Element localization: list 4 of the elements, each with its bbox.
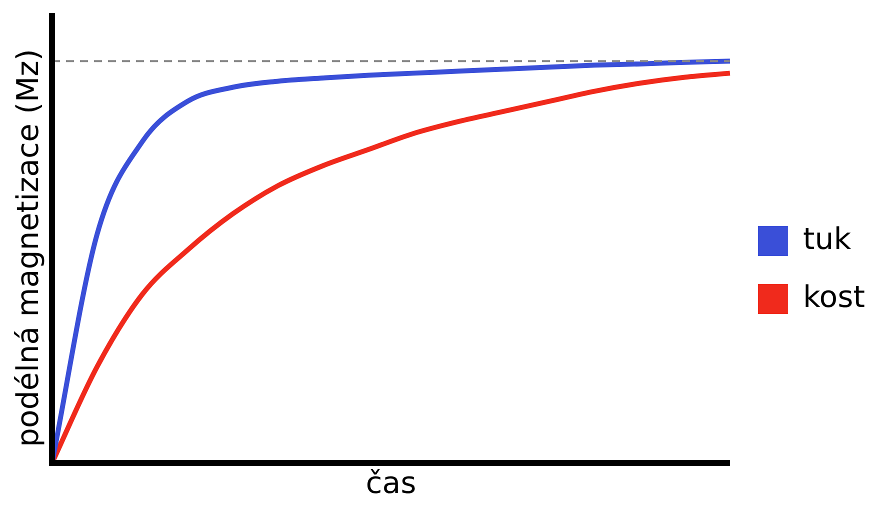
legend-label: tuk	[802, 222, 852, 257]
y-axis-title: podélná magnetizace (Mz)	[10, 48, 46, 448]
x-axis-title: čas	[366, 466, 416, 501]
legend-label: kost	[802, 280, 866, 315]
